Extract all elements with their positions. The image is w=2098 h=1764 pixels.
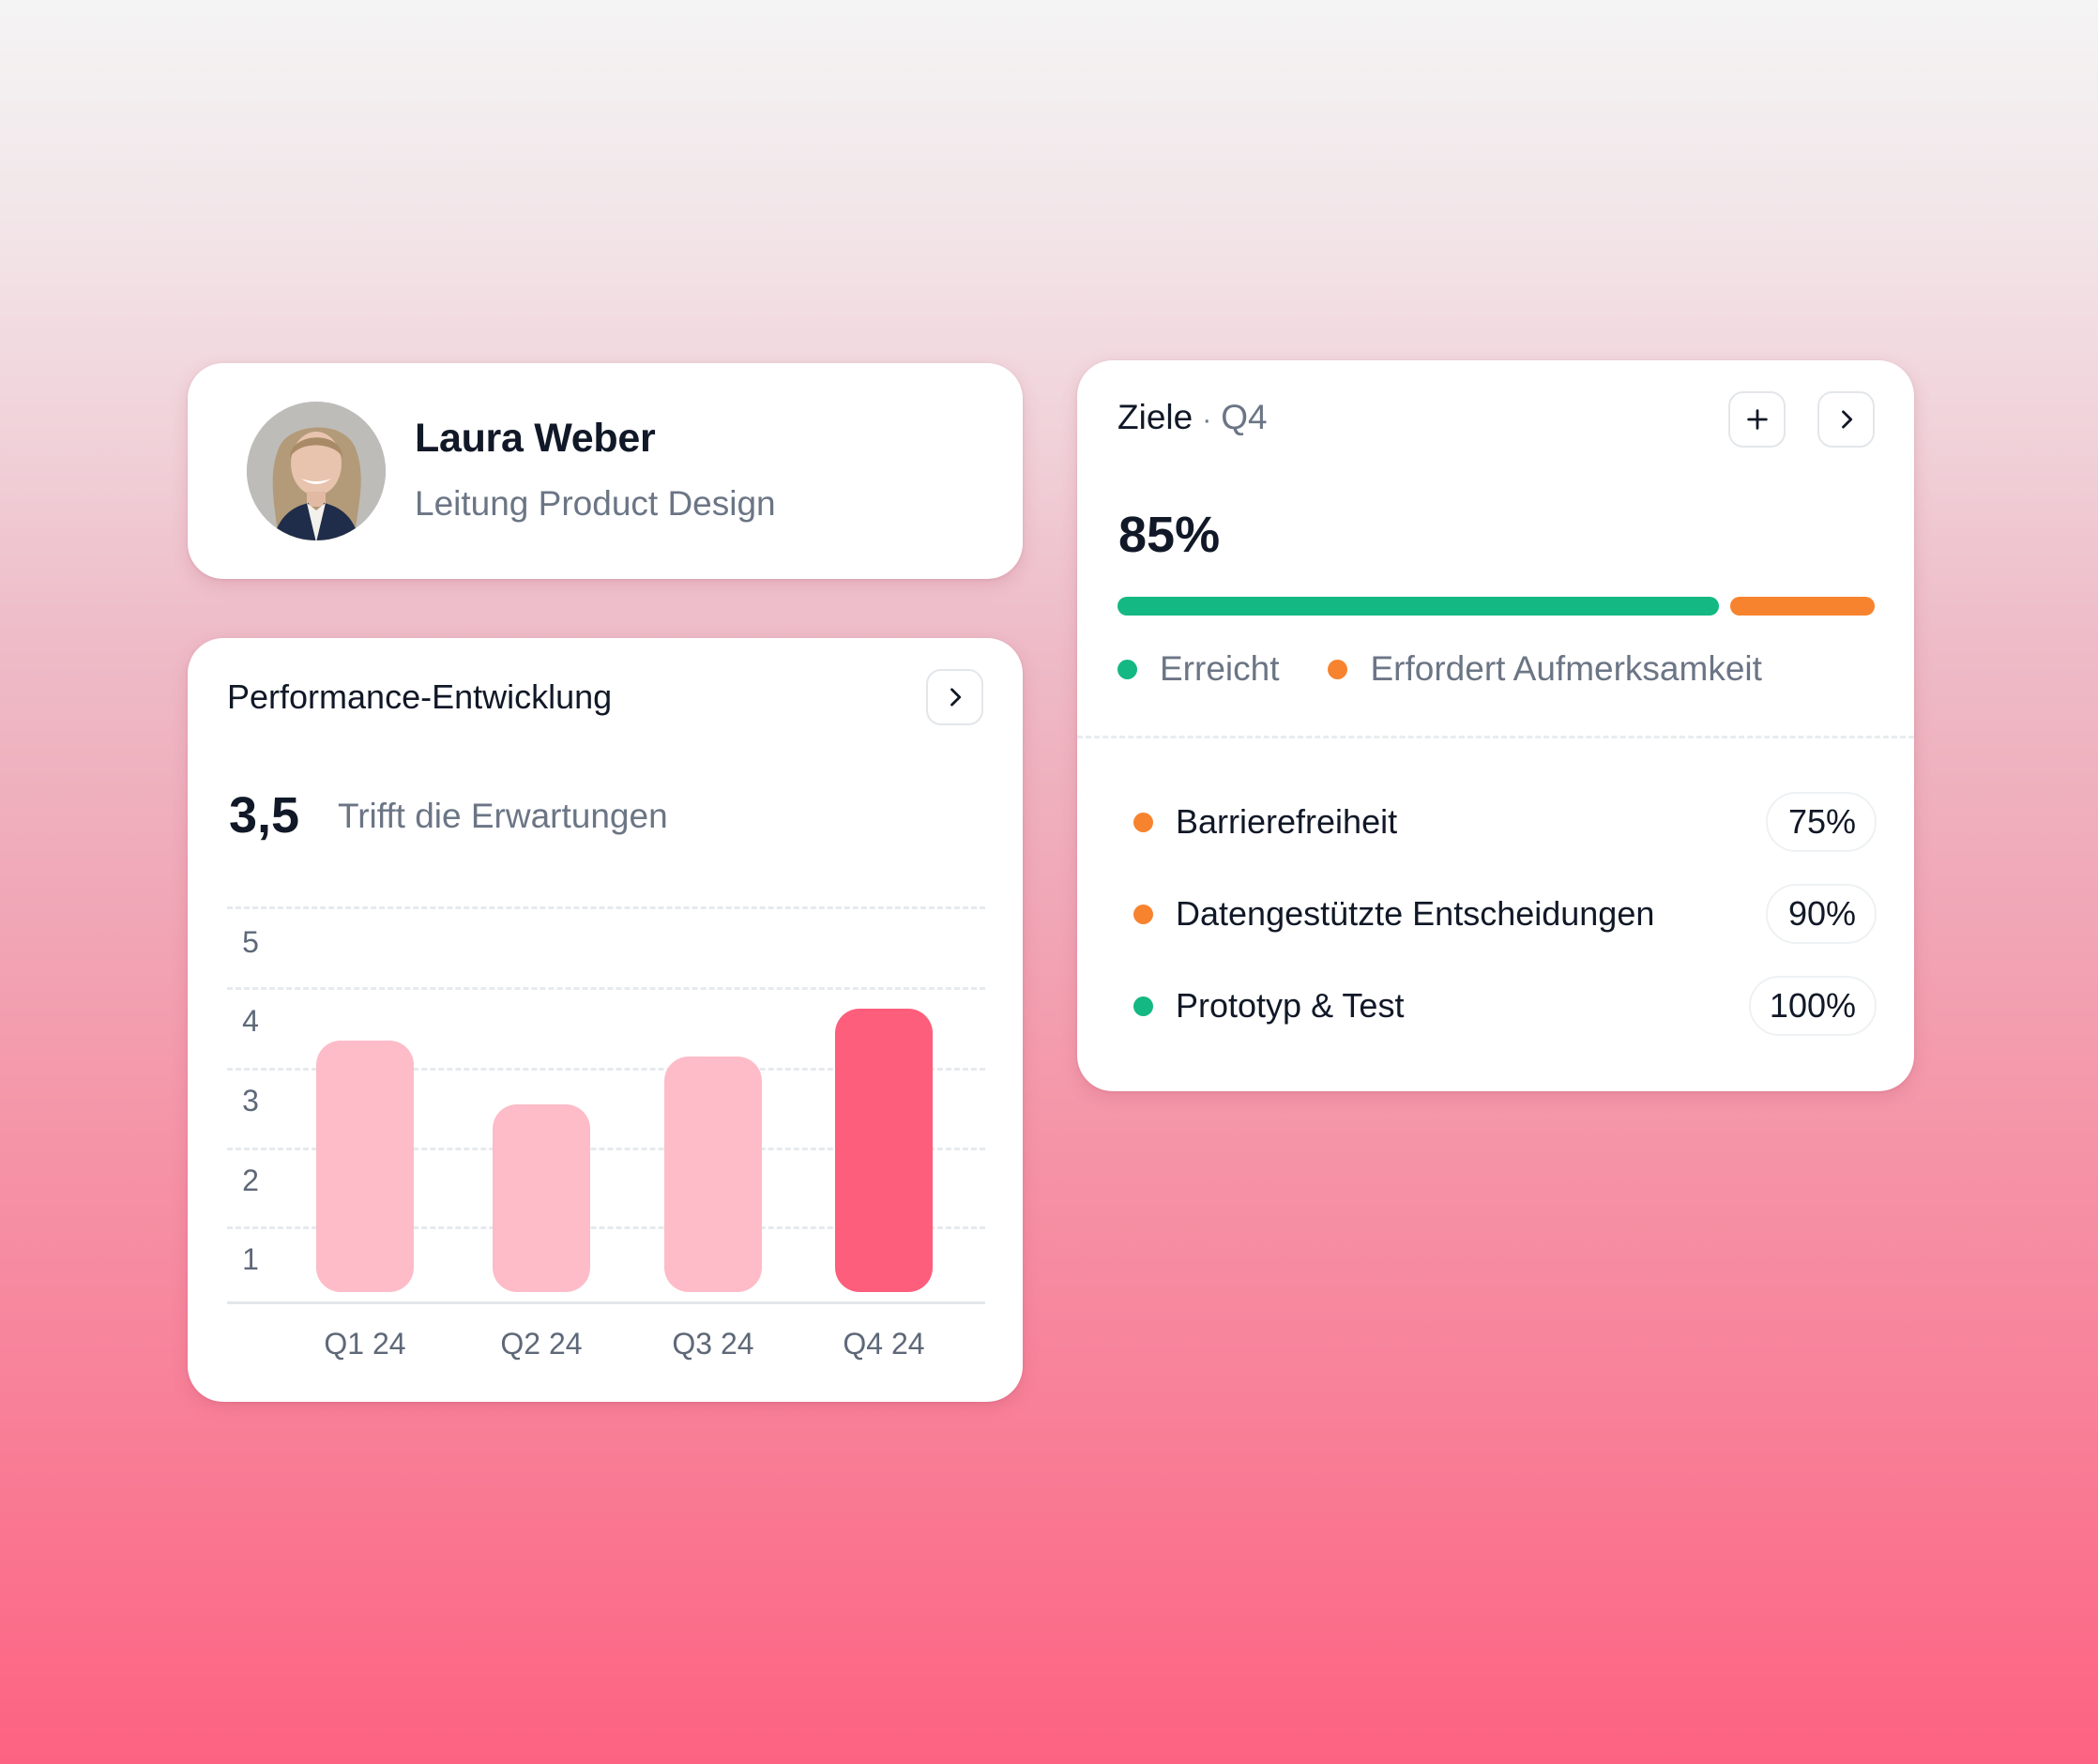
gridline (227, 1226, 985, 1229)
goal-percent-badge: 100% (1748, 976, 1877, 1036)
add-goal-button[interactable] (1728, 391, 1786, 448)
y-tick-label: 1 (242, 1242, 259, 1276)
goals-details-button[interactable] (1817, 391, 1875, 448)
goals-card: Ziele · Q4 85% Erreicht Erfordert Aufmerks… (1077, 360, 1914, 1091)
performance-card: Performance-Entwicklung 3,5 Trifft die E… (188, 638, 1023, 1402)
gridline (227, 987, 985, 990)
goals-header: Ziele · Q4 (1117, 398, 1268, 437)
avatar (247, 402, 386, 540)
legend-label: Erreicht (1160, 649, 1280, 688)
goals-period: Q4 (1221, 398, 1268, 436)
goal-percent-badge: 90% (1766, 884, 1877, 944)
profile-card: Laura Weber Leitung Product Design (188, 363, 1023, 579)
goal-percent-badge: 75% (1766, 792, 1877, 852)
performance-details-button[interactable] (926, 669, 983, 725)
performance-bar-chart: 5 4 3 2 1 Q1 24 Q2 24 Q3 24 Q4 24 (227, 906, 985, 1361)
title-separator: · (1202, 404, 1212, 435)
goal-item-prototyp-test[interactable]: Prototyp & Test 100% (1133, 976, 1877, 1036)
x-tick-label: Q2 24 (500, 1327, 583, 1361)
x-tick-label: Q4 24 (843, 1327, 925, 1361)
bar-q1[interactable] (316, 1041, 414, 1292)
divider (1077, 736, 1914, 738)
progress-legend: Erreicht Erfordert Aufmerksamkeit (1117, 649, 1811, 689)
bar-q3[interactable] (664, 1056, 762, 1292)
goal-label: Barrierefreiheit (1176, 802, 1398, 841)
legend-achieved: Erreicht (1117, 649, 1279, 689)
profile-role: Leitung Product Design (415, 484, 776, 523)
y-tick-label: 4 (242, 1004, 259, 1038)
goal-label: Datengestützte Entscheidungen (1176, 894, 1655, 933)
y-tick-label: 2 (242, 1163, 259, 1197)
bar-q2[interactable] (493, 1103, 590, 1292)
x-tick-label: Q3 24 (672, 1327, 754, 1361)
chevron-right-icon (1841, 410, 1852, 429)
y-tick-label: 5 (242, 925, 259, 959)
profile-name: Laura Weber (415, 416, 656, 461)
avatar-photo-icon (247, 402, 386, 540)
goals-completion-percent: 85% (1118, 507, 1221, 563)
plus-icon (1746, 409, 1768, 430)
performance-title: Performance-Entwicklung (227, 677, 613, 716)
orange-dot-icon (1328, 659, 1348, 679)
gridline (227, 1068, 985, 1071)
performance-score-label: Trifft die Erwartungen (338, 797, 668, 835)
gridline (227, 906, 985, 909)
performance-score: 3,5 (229, 787, 300, 844)
progress-achieved-segment (1117, 597, 1719, 616)
goal-item-barrierefreiheit[interactable]: Barrierefreiheit 75% (1133, 792, 1877, 852)
progress-attention-segment (1730, 597, 1875, 616)
goal-label: Prototyp & Test (1176, 986, 1405, 1025)
green-dot-icon (1117, 659, 1137, 679)
legend-attention: Erfordert Aufmerksamkeit (1328, 649, 1762, 689)
goals-title: Ziele (1117, 398, 1193, 436)
orange-dot-icon (1133, 904, 1153, 924)
chevron-right-icon (950, 688, 961, 707)
x-axis-line (227, 1301, 985, 1304)
orange-dot-icon (1133, 812, 1153, 832)
legend-label: Erfordert Aufmerksamkeit (1370, 649, 1762, 688)
bar-q4[interactable] (835, 1009, 933, 1292)
green-dot-icon (1133, 996, 1153, 1016)
x-tick-label: Q1 24 (324, 1327, 406, 1361)
goal-item-datengestuetzte-entscheidungen[interactable]: Datengestützte Entscheidungen 90% (1133, 884, 1877, 944)
y-tick-label: 3 (242, 1084, 259, 1118)
gridline (227, 1148, 985, 1150)
